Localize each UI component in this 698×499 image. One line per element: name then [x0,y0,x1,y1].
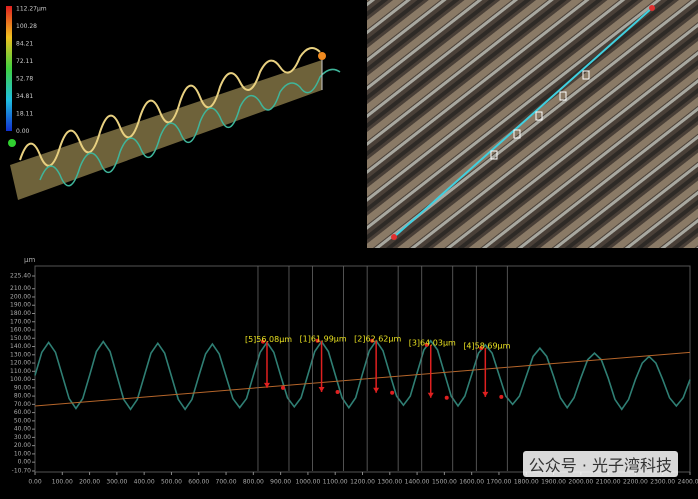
y-tick-label: 110.00 [10,368,31,375]
x-tick-label: 600.00 [188,479,209,486]
colorbar [6,6,12,131]
y-tick-label: 150.00 [10,335,31,342]
y-tick-label: 80.00 [14,393,31,400]
x-tick-label: 1800.00 [514,479,539,486]
y-tick-label: 10.00 [14,450,31,457]
y-tick-label: 50.00 [14,417,31,424]
y-tick-label: -10.70 [12,468,32,475]
measure-label: [3]64.03μm [409,338,456,347]
y-tick-label: 70.00 [14,401,31,408]
measure-point [499,394,504,399]
x-tick-label: 1400.00 [405,479,430,486]
y-tick-label: 40.00 [14,426,31,433]
y-tick-label: 200.00 [10,293,31,300]
colorbar-label: 18.11 [16,111,33,118]
y-tick-label: 160.00 [10,327,31,334]
top-panels: 112.27μm 100.28 84.21 72.11 52.78 34.81 18.11 0… [6,0,698,248]
y-tick-label: 140.00 [10,343,31,350]
y-tick-label: 0.00 [18,459,32,466]
x-tick-label: 100.00 [52,479,73,486]
y-tick-label: 190.00 [10,302,31,309]
measure-point [479,346,484,351]
colorbar-label: 84.21 [16,41,33,48]
y-tick-label: 30.00 [14,434,31,441]
y-tick-label: 130.00 [10,351,31,358]
arrow-head [373,387,380,393]
x-tick-label: 900.00 [270,479,291,486]
x-tick-label: 300.00 [106,479,127,486]
watermark: 公众号 · 光子湾科技 [522,451,678,477]
y-unit: μm [24,256,35,264]
measure-point [390,390,395,395]
measure-point [370,338,375,343]
x-tick-label: 2200.00 [623,479,648,486]
x-tick-label: 2300.00 [650,479,675,486]
x-tick-label: 200.00 [79,479,100,486]
y-tick-label: 20.00 [14,442,31,449]
colorbar-label: 52.78 [16,76,33,83]
y-tick-label: 100.00 [10,376,31,383]
y-tick-label: 60.00 [14,409,31,416]
x-tick-label: 1700.00 [487,479,512,486]
measure-line [391,5,655,240]
y-tick-label: 225.40 [10,273,31,280]
colorbar-label: 0.00 [16,128,30,135]
measure-point [280,385,285,390]
y-tick-label: 90.00 [14,384,31,391]
microscope-image [367,0,698,248]
measure-point [260,339,265,344]
x-tick-label: 700.00 [216,479,237,486]
measure-label: [4]58.69μm [463,342,510,351]
arrow-head [482,391,489,397]
colorbar-label: 100.28 [16,23,37,30]
x-tick-label: 1100.00 [323,479,348,486]
measure-point [424,342,429,347]
x-tick-label: 1200.00 [350,479,375,486]
x-tick-label: 1500.00 [432,479,457,486]
y-tick-label: 170.00 [10,318,31,325]
y-tick-label: 120.00 [10,360,31,367]
x-tick-label: 0.00 [28,479,42,486]
x-tick-label: 1900.00 [541,479,566,486]
measure-point [444,395,449,400]
measure-label: [5]56.08μm [245,335,292,344]
x-tick-label: 2000.00 [568,479,593,486]
series-line [34,351,691,407]
colorbar-label: 72.11 [16,58,33,65]
x-tick-label: 1000.00 [296,479,321,486]
series-line [34,339,691,411]
measure-point [335,389,340,394]
measure-label: [1]61.99μm [300,334,347,343]
colorbar-label: 34.81 [16,93,33,100]
x-tick-label: 2400.00 [678,479,698,486]
measure-point [315,338,320,343]
y-tick-label: 210.00 [10,285,31,292]
arrow-head [427,392,434,398]
colorbar-label: 112.27μm [16,6,47,13]
x-tick-label: 800.00 [243,479,264,486]
x-tick-label: 2100.00 [596,479,621,486]
x-tick-label: 500.00 [161,479,182,486]
arrow-head [263,382,270,388]
x-tick-label: 1300.00 [377,479,402,486]
measure-label: [2]62.62μm [354,334,401,343]
arrow-head [318,386,325,392]
y-tick-label: 180.00 [10,310,31,317]
x-tick-label: 400.00 [134,479,155,486]
3d-surface [8,47,341,200]
x-tick-label: 1600.00 [459,479,484,486]
